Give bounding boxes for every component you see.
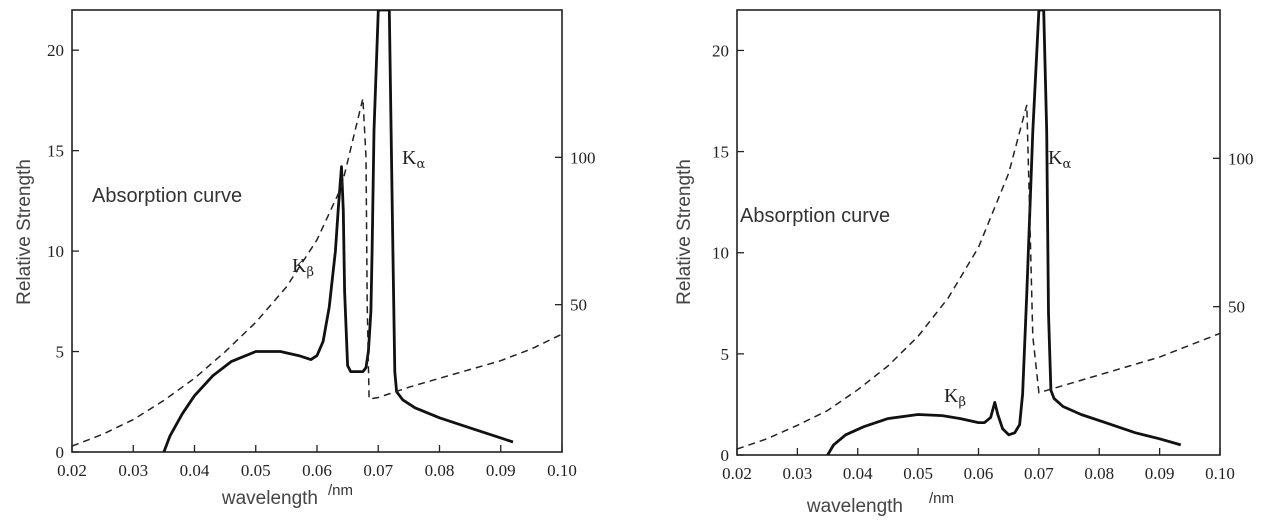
x-axis-label: wavelength bbox=[221, 488, 318, 509]
k-alpha-label: Kα bbox=[1048, 147, 1071, 172]
chart-panel-2: 0.02 0.03 0.04 0.05 0.06 0.07 0.08 0.09 0.10 0 5 10… bbox=[674, 9, 1254, 517]
y2-tick-label: 50 bbox=[1228, 298, 1245, 317]
absorption-curve-line bbox=[737, 104, 1220, 450]
svg-text:Kβ: Kβ bbox=[292, 255, 314, 280]
x-axis-unit: /nm bbox=[929, 490, 954, 507]
absorption-curve-label: Absorption curve bbox=[740, 205, 890, 227]
k-alpha-label-subscript: α bbox=[1062, 157, 1071, 172]
y-tick-label: 0 bbox=[56, 443, 65, 462]
y-tick-label: 20 bbox=[712, 41, 729, 60]
x-tick-label: 0.03 bbox=[783, 464, 813, 483]
x-tick-label: 0.06 bbox=[964, 464, 994, 483]
x-tick-label: 0.02 bbox=[722, 464, 752, 483]
x-tick-label: 0.02 bbox=[57, 461, 87, 480]
y-tick-label: 5 bbox=[56, 343, 65, 362]
x-tick-label: 0.06 bbox=[302, 461, 332, 480]
y-tick-label: 10 bbox=[712, 244, 729, 263]
x-axis-label: wavelength bbox=[806, 496, 903, 517]
k-beta-label: Kβ bbox=[292, 255, 314, 280]
y2-tick-label: 50 bbox=[570, 296, 587, 315]
chart-panel-1: 0.02 0.03 0.04 0.05 0.06 0.07 0.08 0.09 0.10 0 5 10… bbox=[14, 9, 596, 509]
svg-text:Kβ: Kβ bbox=[944, 385, 966, 410]
svg-text:Kα: Kα bbox=[402, 147, 425, 172]
k-alpha-label: Kα bbox=[402, 147, 425, 172]
k-beta-label-subscript: β bbox=[306, 265, 314, 280]
y-tick-label: 15 bbox=[712, 143, 729, 162]
y-tick-label: 0 bbox=[721, 446, 730, 465]
x-tick-label: 0.04 bbox=[843, 464, 873, 483]
y-axis-label: Relative Strength bbox=[674, 159, 695, 305]
x-tick-label: 0.08 bbox=[425, 461, 455, 480]
y-tick-label: 15 bbox=[47, 142, 64, 161]
k-alpha-label-subscript: α bbox=[416, 157, 425, 172]
x-tick-label: 0.09 bbox=[1145, 464, 1175, 483]
y-tick-label: 5 bbox=[721, 345, 730, 364]
k-beta-label-subscript: β bbox=[958, 395, 966, 410]
spectrum-line bbox=[826, 10, 1182, 455]
y-axis-label: Relative Strength bbox=[14, 159, 35, 305]
k-alpha-label-letter: K bbox=[402, 147, 417, 169]
x-tick-label: 0.08 bbox=[1084, 464, 1114, 483]
y2-tick-label: 100 bbox=[570, 148, 596, 167]
absorption-curve-line bbox=[72, 98, 562, 447]
x-tick-label: 0.10 bbox=[547, 461, 577, 480]
svg-text:Kα: Kα bbox=[1048, 147, 1071, 172]
x-tick-label: 0.04 bbox=[180, 461, 210, 480]
plot-frame bbox=[736, 9, 1221, 456]
x-tick-label: 0.09 bbox=[486, 461, 516, 480]
y-tick-label: 20 bbox=[47, 41, 64, 60]
y2-tick-label: 100 bbox=[1228, 149, 1254, 168]
x-tick-label: 0.07 bbox=[363, 461, 393, 480]
k-beta-label: Kβ bbox=[944, 385, 966, 410]
x-tick-label: 0.05 bbox=[903, 464, 933, 483]
x-tick-label: 0.07 bbox=[1024, 464, 1054, 483]
x-tick-label: 0.03 bbox=[118, 461, 148, 480]
spectrum-line bbox=[162, 10, 514, 452]
absorption-curve-label: Absorption curve bbox=[92, 185, 242, 207]
x-axis-unit: /nm bbox=[328, 482, 353, 499]
plot-frame bbox=[71, 9, 563, 453]
k-beta-label-letter: K bbox=[292, 255, 307, 277]
k-alpha-label-letter: K bbox=[1048, 147, 1063, 169]
k-beta-label-letter: K bbox=[944, 385, 959, 407]
x-tick-label: 0.10 bbox=[1205, 464, 1235, 483]
x-tick-label: 0.05 bbox=[241, 461, 271, 480]
y-tick-label: 10 bbox=[47, 242, 64, 261]
